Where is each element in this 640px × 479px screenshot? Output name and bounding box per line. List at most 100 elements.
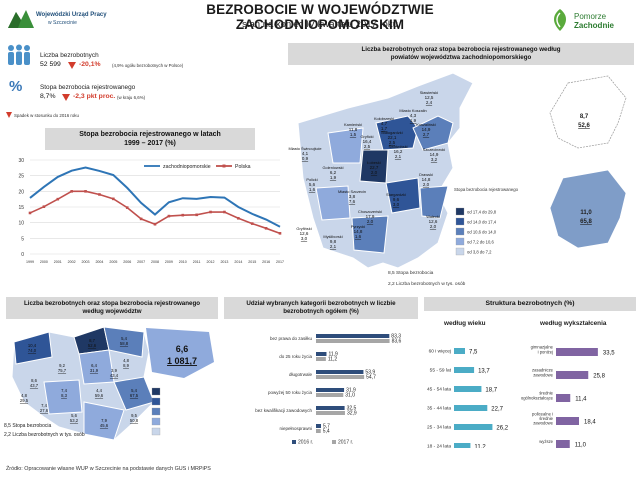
legend-swatch bbox=[151, 387, 161, 396]
legend-swatch bbox=[455, 237, 465, 246]
legend-label: od 14,0 do 17,4 bbox=[467, 220, 497, 225]
bar-value-label: 26,2 bbox=[496, 426, 508, 432]
page-subtitle: stan na koniec IV kwartału 2017 roku bbox=[242, 19, 398, 30]
county-count: 1,9 bbox=[330, 175, 337, 180]
x-tick-label: 2000 bbox=[40, 260, 48, 264]
legend-marker bbox=[222, 164, 226, 168]
legend-label: 2016 r. bbox=[298, 440, 313, 446]
bar-value-label: 32,9 bbox=[347, 411, 357, 417]
bar-value-label: 5,4 bbox=[323, 429, 330, 435]
county-count: 1,6 bbox=[309, 187, 316, 192]
bar-value-label: 11,2 bbox=[328, 357, 338, 363]
series-line-polska bbox=[29, 190, 281, 235]
y-tick-label: 5 bbox=[21, 236, 24, 242]
county-count: 7,6 bbox=[349, 199, 356, 204]
county-note-count: 2,2 Liczba bezrobotnych w tys. osób bbox=[388, 281, 466, 287]
bar-value-label: 11,0 bbox=[575, 443, 587, 449]
county-name: Goleniowski bbox=[323, 165, 344, 170]
region-rate: 8,7 bbox=[89, 338, 95, 343]
region-rate: 9,5 bbox=[131, 413, 137, 418]
series-line-zachodniopomorskie bbox=[29, 166, 281, 228]
edu-title: według wykształcenia bbox=[540, 320, 607, 327]
county-name: Wałecki bbox=[426, 214, 440, 219]
county-name: Kamieński bbox=[344, 122, 362, 127]
age-bar-chart: 60 i więcej 7,5 55 - 59 lat 13,7 45 - 54 lat… bbox=[427, 348, 509, 448]
county-name: Stargardzki bbox=[386, 192, 406, 197]
county-name: Choszczeński bbox=[358, 209, 382, 214]
age-label: 55 - 59 lat bbox=[430, 368, 452, 374]
bar-value-label: 33,5 bbox=[603, 351, 615, 357]
kpi-rate-note: (w kraju 6,6%) bbox=[117, 95, 146, 100]
age-label: 35 - 44 lata bbox=[427, 406, 451, 412]
county-name: Białogardzki bbox=[381, 130, 402, 135]
legend-label: od 17,4 do 29,8 bbox=[467, 210, 497, 215]
region-count: 74,0 bbox=[28, 348, 37, 353]
county-count: 1,5 bbox=[350, 132, 357, 137]
county-count: 2,5 bbox=[389, 140, 396, 145]
county-name: Policki bbox=[306, 177, 317, 182]
region-count: 8,3 bbox=[61, 393, 67, 398]
county-count: 2,1 bbox=[395, 154, 402, 159]
x-tick-label: 2009 bbox=[165, 260, 173, 264]
bar bbox=[316, 424, 322, 428]
region-count: 31,9 bbox=[90, 368, 99, 373]
data-point bbox=[70, 190, 73, 193]
x-tick-label: 2001 bbox=[54, 260, 62, 264]
county-name: Gryfiński bbox=[296, 226, 311, 231]
subregion2-count: 65,8 bbox=[580, 219, 592, 225]
county-count: 1,9 bbox=[410, 118, 417, 123]
county-name: Łobeski bbox=[367, 160, 381, 165]
region-count: 43,4 bbox=[110, 373, 119, 378]
education-label: średnie bbox=[539, 416, 553, 421]
region-rate: 4,4 bbox=[96, 388, 102, 393]
bar bbox=[316, 375, 365, 379]
poland-rate: 6,6 bbox=[176, 344, 189, 354]
region-rate: 7,4 bbox=[61, 388, 67, 393]
legend-label: 2017 r. bbox=[338, 440, 353, 446]
region-rate: 5,4 bbox=[131, 388, 137, 393]
county-rate: 22,1 bbox=[388, 135, 397, 140]
bar bbox=[316, 388, 345, 392]
y-tick-label: 25 bbox=[18, 174, 24, 180]
line-chart: 0 5 10 15 20 25 30 1999 2000 2001 2002 2003 2004 2005… bbox=[18, 158, 284, 264]
legend-label: od 3,8 do 7,2 bbox=[467, 250, 492, 255]
categories-title-text: Udział wybranych kategorii bezrobotnych … bbox=[246, 299, 396, 315]
kpi-unemployed-label: Liczba bezrobotnych bbox=[40, 52, 99, 59]
county-rate: 17,9 bbox=[366, 214, 375, 219]
region-rate: 4,8 bbox=[123, 358, 129, 363]
education-label: wyższe bbox=[539, 439, 553, 444]
bar-value-label: 54,7 bbox=[366, 375, 376, 381]
county-name: Miasto Koszalin bbox=[399, 108, 426, 113]
legend-swatch bbox=[151, 397, 161, 406]
categories-title: Udział wybranych kategorii bezrobotnych … bbox=[224, 297, 418, 319]
education-label: zawodowe bbox=[533, 421, 553, 426]
county-rate: 12,6 bbox=[300, 231, 309, 236]
region-rate: 9,2 bbox=[59, 363, 65, 368]
county-legend-title: Stopa bezrobocia rejestrowanego bbox=[454, 187, 519, 192]
bar bbox=[316, 339, 390, 343]
data-point bbox=[98, 193, 101, 196]
x-tick-label: 2006 bbox=[123, 260, 131, 264]
x-tick-label: 1999 bbox=[26, 260, 34, 264]
region-count: 43,7 bbox=[30, 383, 39, 388]
data-point bbox=[153, 222, 157, 226]
legend-swatch bbox=[455, 247, 465, 256]
county-name: Gryficki bbox=[361, 134, 374, 139]
county-count: 2,0 bbox=[430, 224, 437, 229]
education-label: zawodowe bbox=[533, 372, 553, 377]
bar bbox=[316, 429, 321, 433]
county-name: Kołobrzeski bbox=[374, 116, 394, 121]
county-count: 3,0 bbox=[393, 202, 400, 207]
region-count: 59,6 bbox=[95, 393, 104, 398]
pomorze-logo-line1: Pomorze bbox=[574, 12, 607, 21]
region-rate: 5,4 bbox=[121, 336, 127, 341]
county-count: 2,5 bbox=[364, 144, 371, 149]
subregion1-count: 52,6 bbox=[578, 123, 590, 129]
bar bbox=[316, 334, 390, 338]
category-label: do 25 roku życia bbox=[279, 354, 312, 359]
region-count: 75,7 bbox=[58, 368, 67, 373]
y-tick-label: 15 bbox=[18, 205, 24, 211]
county-rate: 4,3 bbox=[410, 113, 417, 118]
bar-value-label: 83,3 bbox=[391, 334, 401, 340]
